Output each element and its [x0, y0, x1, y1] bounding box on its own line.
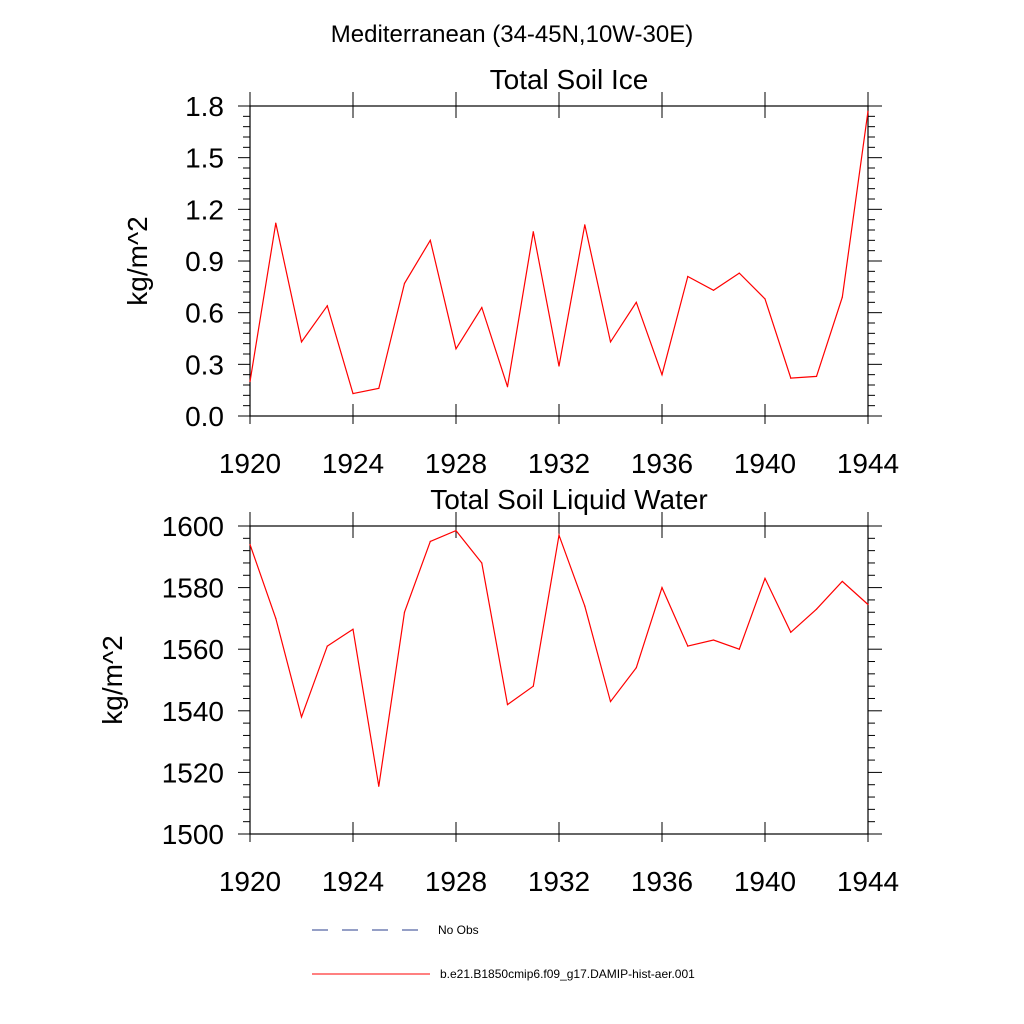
data-point	[635, 667, 637, 669]
data-point	[249, 543, 251, 546]
data-point	[558, 534, 560, 536]
data-point	[249, 380, 251, 383]
data-point	[429, 540, 431, 543]
x-tick-label: 1920	[219, 866, 281, 897]
chart-panel-2: Total Soil Liquid Water kg/m^2 1920 1924 192…	[97, 484, 899, 897]
data-point	[867, 603, 869, 606]
legend-label: b.e21.B1850cmip6.f09_g17.DAMIP-hist-aer.…	[440, 967, 695, 981]
y-tick-label: 0.0	[185, 401, 224, 432]
data-point	[584, 224, 586, 226]
data-point	[738, 648, 740, 650]
y-tick-label: 1520	[162, 757, 224, 788]
data-point	[403, 282, 406, 284]
data-point	[481, 562, 483, 564]
data-point	[378, 387, 380, 390]
data-point	[738, 272, 740, 274]
x-tick-label: 1936	[631, 448, 693, 479]
data-point	[378, 785, 380, 787]
data-point	[609, 700, 612, 703]
y-tick-label: 1.5	[185, 143, 224, 174]
x-tick-label: 1924	[322, 448, 384, 479]
data-point	[661, 374, 663, 376]
data-point	[532, 685, 534, 687]
legend-item: No Obs	[312, 923, 479, 937]
y-tick-label: 1580	[162, 573, 224, 604]
x-tick-label: 1920	[219, 448, 281, 479]
y-tick-label: 1560	[162, 634, 224, 665]
y-tick-label: 0.3	[185, 349, 224, 380]
region-title: Mediterranean (34-45N,10W-30E)	[331, 21, 693, 48]
x-tick-label: 1932	[528, 448, 590, 479]
x-tick-label: 1940	[734, 448, 796, 479]
chart-title: Total Soil Liquid Water	[430, 484, 708, 515]
y-tick-label: 0.9	[185, 246, 224, 277]
y-axis-label: kg/m^2	[97, 635, 128, 724]
x-tick-label: 1928	[425, 448, 487, 479]
data-point	[352, 628, 354, 630]
data-point	[790, 631, 792, 633]
chart-panel-1: Total Soil Ice kg/m^2 1920 1924 1928 1932 1936…	[122, 64, 899, 479]
x-tick-label: 1944	[837, 448, 899, 479]
data-point	[712, 289, 715, 291]
y-tick-label: 0.6	[185, 298, 224, 329]
y-tick-label: 1.2	[185, 194, 224, 225]
data-point	[584, 605, 586, 607]
x-tick-label: 1928	[425, 866, 487, 897]
y-tick-label: 1.8	[185, 91, 224, 122]
data-point	[481, 306, 483, 309]
data-point	[326, 305, 328, 307]
data-point	[635, 301, 637, 303]
data-point	[841, 296, 843, 298]
data-point	[300, 716, 303, 718]
data-point	[506, 386, 509, 388]
x-tick-label: 1936	[631, 866, 693, 897]
y-axis-label: kg/m^2	[122, 216, 153, 305]
data-point	[687, 275, 689, 278]
data-point	[609, 341, 612, 343]
data-point	[712, 639, 715, 641]
data-point	[790, 377, 792, 379]
data-point	[764, 298, 766, 300]
data-point	[764, 577, 766, 579]
data-point	[867, 110, 869, 112]
x-tick-label: 1940	[734, 866, 796, 897]
data-point	[815, 608, 818, 610]
y-tick-label: 1600	[162, 511, 224, 542]
data-point	[661, 587, 663, 589]
x-tick-label: 1932	[528, 866, 590, 897]
data-point	[532, 231, 534, 233]
x-tick-label: 1924	[322, 866, 384, 897]
data-point	[352, 393, 354, 395]
legend-label: No Obs	[438, 923, 479, 937]
data-point	[403, 611, 406, 613]
legend: No Obs b.e21.B1850cmip6.f09_g17.DAMIP-his…	[312, 923, 695, 981]
data-point	[815, 375, 818, 377]
data-point	[455, 530, 457, 532]
data-point	[300, 341, 303, 343]
chart-title: Total Soil Ice	[490, 64, 649, 95]
data-point	[275, 617, 277, 620]
data-point	[506, 704, 509, 706]
data-point	[558, 365, 560, 367]
data-point	[326, 645, 328, 647]
data-point	[455, 348, 457, 350]
y-tick-label: 1500	[162, 819, 224, 850]
data-point	[429, 239, 431, 241]
data-point	[841, 580, 843, 583]
data-point	[687, 645, 689, 647]
legend-item: b.e21.B1850cmip6.f09_g17.DAMIP-hist-aer.…	[312, 967, 695, 981]
x-tick-label: 1944	[837, 866, 899, 897]
y-tick-label: 1540	[162, 696, 224, 727]
data-point	[275, 222, 277, 224]
